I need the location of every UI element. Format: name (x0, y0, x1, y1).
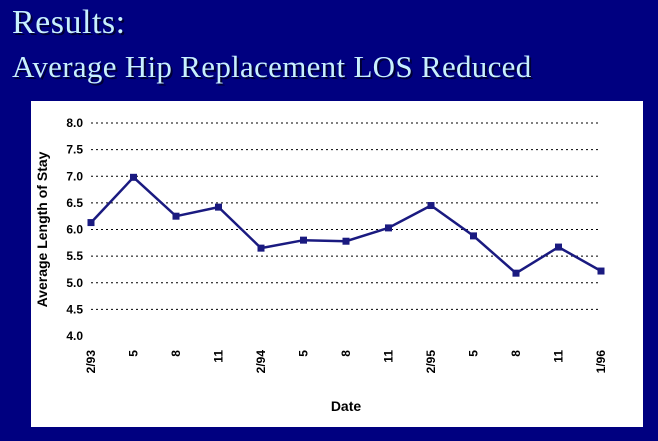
x-tick-label: 5 (297, 350, 311, 357)
los-line-chart: 4.0 4.5 5.0 5.5 6.0 6.5 7.0 7.5 8.0 2/93 5 8 11 2/94… (34, 116, 608, 414)
y-tick-label: 7.0 (66, 169, 83, 183)
x-tick-label: 11 (552, 350, 566, 363)
gridlines (91, 122, 601, 310)
x-tick-label: 8 (339, 350, 353, 357)
x-tick-label: 8 (509, 350, 523, 357)
data-point (427, 202, 435, 210)
data-point (87, 219, 95, 227)
x-tick-label: 2/94 (254, 350, 268, 374)
series-line (90, 175, 602, 275)
data-point (555, 243, 562, 251)
y-axis-ticks: 4.0 4.5 5.0 5.5 6.0 6.5 7.0 7.5 8.0 (66, 116, 83, 343)
y-tick-label: 8.0 (66, 116, 83, 130)
x-tick-label: 2/95 (424, 350, 438, 374)
chart-panel: 4.0 4.5 5.0 5.5 6.0 6.5 7.0 7.5 8.0 2/93 5 8 11 2/94… (31, 101, 643, 427)
y-tick-label: 5.5 (66, 249, 83, 263)
slide-subtitle: Average Hip Replacement LOS Reduced (12, 49, 532, 84)
x-tick-label: 11 (382, 350, 396, 363)
x-axis-ticks: 2/93 5 8 11 2/94 5 8 11 2/95 5 8 11 1/96 (84, 350, 608, 374)
x-tick-label: 2/93 (84, 350, 98, 374)
data-point (130, 173, 137, 181)
x-tick-label: 1/96 (594, 350, 608, 374)
y-axis-title: Average Length of Stay (34, 151, 50, 307)
x-tick-label: 5 (127, 350, 141, 357)
y-tick-label: 5.0 (66, 276, 83, 290)
y-tick-label: 4.5 (66, 302, 83, 316)
data-point (385, 224, 392, 232)
x-axis-title: Date (331, 398, 362, 414)
data-point (470, 232, 477, 240)
data-point (597, 267, 605, 275)
x-tick-label: 11 (212, 350, 226, 363)
series-group (87, 173, 605, 277)
data-point (512, 269, 520, 277)
y-tick-label: 6.0 (66, 223, 83, 237)
y-tick-label: 6.5 (66, 196, 83, 210)
data-point (172, 212, 180, 220)
data-point (300, 236, 307, 244)
y-tick-label: 4.0 (66, 329, 83, 343)
x-tick-label: 5 (467, 350, 481, 357)
slide-title: Results: (12, 4, 126, 41)
x-tick-label: 8 (169, 350, 183, 357)
data-point (342, 237, 350, 245)
data-point (215, 203, 222, 211)
data-point (257, 244, 265, 252)
y-tick-label: 7.5 (66, 143, 83, 157)
